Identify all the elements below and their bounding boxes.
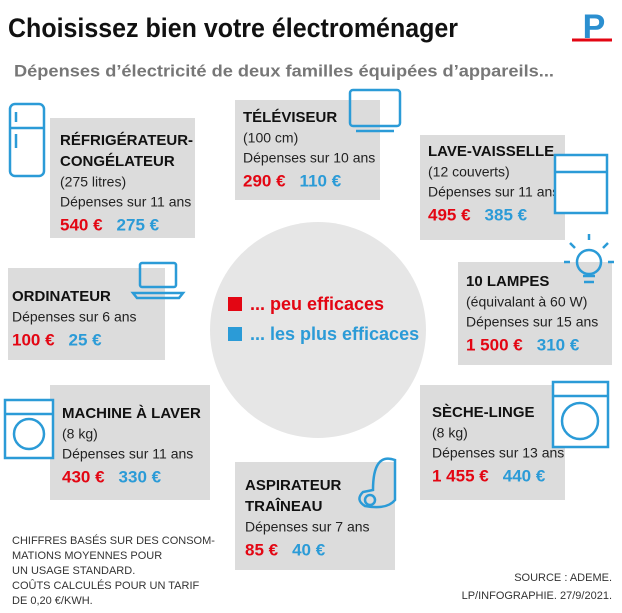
source-line: LP/INFOGRAPHIE. 27/9/2021.	[462, 590, 612, 602]
legend-low: ... les plus efficaces	[250, 324, 419, 344]
appliance-detail: (275 litres)	[60, 174, 126, 190]
footnote-line: COÛTS CALCULÉS POUR UN TARIF	[12, 579, 200, 592]
cost-low: 110 €	[300, 171, 342, 190]
cost-high: 1 455 €	[432, 466, 489, 485]
appliance-detail: (8 kg)	[432, 425, 468, 441]
cost-low: 275 €	[117, 215, 160, 234]
footnote-line: MATIONS MOYENNES POUR	[12, 550, 162, 562]
appliance-name: ASPIRATEUR	[245, 477, 342, 494]
appliance-name: SÈCHE-LINGE	[432, 404, 535, 421]
appliance-detail: Dépenses sur 11 ans	[60, 194, 191, 210]
legend-high: ... peu efficaces	[250, 294, 384, 314]
appliance-box	[50, 118, 195, 238]
appliance-detail: Dépenses sur 11 ans	[428, 184, 559, 200]
appliance-detail: Dépenses sur 15 ans	[466, 314, 598, 330]
cost-high: 540 €	[60, 215, 103, 234]
appliance-detail: Dépenses sur 10 ans	[243, 150, 375, 166]
cost-high: 85 €	[245, 540, 279, 559]
cost-low: 25 €	[69, 330, 103, 349]
cost-high: 290 €	[243, 171, 286, 190]
appliance-name: MACHINE À LAVER	[62, 405, 201, 422]
center-circle	[210, 222, 426, 438]
title: Choisissez bien votre électroménager	[8, 13, 458, 43]
appliance-detail: Dépenses sur 6 ans	[12, 309, 137, 325]
appliance-name: TÉLÉVISEUR	[243, 109, 337, 126]
appliance-box	[235, 462, 395, 570]
appliance-name: 10 LAMPES	[466, 273, 549, 290]
source-line: SOURCE : ADEME.	[514, 572, 612, 584]
icons	[3, 88, 614, 509]
legend-swatch-low	[228, 327, 242, 341]
appliance-detail: (12 couverts)	[428, 164, 510, 180]
cost-high: 100 €	[12, 330, 55, 349]
appliance-name: TRAÎNEAU	[245, 497, 323, 515]
subtitle: Dépenses d’électricité de deux familles …	[14, 61, 554, 80]
appliance-box	[458, 262, 612, 365]
appliance-detail: Dépenses sur 11 ans	[62, 446, 193, 462]
legend-swatch-high	[228, 297, 242, 311]
appliance-box	[420, 135, 565, 240]
appliance-name: LAVE-VAISSELLE	[428, 143, 554, 160]
appliance-detail: (équivalant à 60 W)	[466, 294, 587, 310]
cost-low: 330 €	[119, 467, 162, 486]
appliance-name: ORDINATEUR	[12, 288, 111, 305]
footnote-line: UN USAGE STANDARD.	[12, 565, 135, 577]
appliance-box	[235, 100, 380, 200]
appliance-detail: Dépenses sur 13 ans	[432, 445, 564, 461]
cost-low: 385 €	[485, 205, 528, 224]
cost-low: 440 €	[503, 466, 546, 485]
appliance-name: RÉFRIGÉRATEUR-	[60, 132, 193, 149]
cost-low: 40 €	[292, 540, 326, 559]
appliance-detail: (100 cm)	[243, 130, 298, 146]
appliance-detail: (8 kg)	[62, 426, 98, 442]
appliance-box	[420, 385, 565, 500]
logo: P	[583, 8, 606, 46]
footnote-line: DE 0,20 €/KWH.	[12, 595, 93, 607]
cost-low: 310 €	[537, 335, 580, 354]
appliance-detail: Dépenses sur 7 ans	[245, 519, 370, 535]
footnote-line: CHIFFRES BASÉS SUR DES CONSOM-	[12, 534, 215, 547]
appliance-box	[50, 385, 210, 500]
cost-high: 430 €	[62, 467, 105, 486]
appliance-name: CONGÉLATEUR	[60, 153, 175, 170]
cost-high: 1 500 €	[466, 335, 523, 354]
cost-high: 495 €	[428, 205, 471, 224]
